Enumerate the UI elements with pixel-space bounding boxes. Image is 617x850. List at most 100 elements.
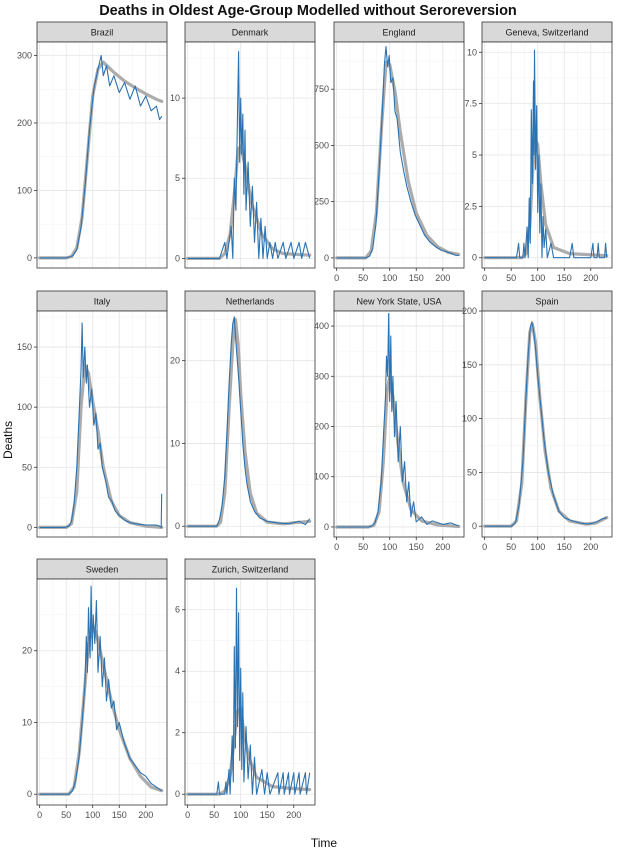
x-tick-label: 50 — [506, 542, 516, 552]
x-tick-label: 200 — [583, 542, 598, 552]
x-tick-label: 200 — [286, 810, 301, 820]
panel-5: Italy 0 50 100 150 — [17, 290, 168, 538]
modelled-deaths-line — [186, 317, 312, 528]
y-tick-label: 200 — [314, 422, 329, 432]
x-tick-label: 150 — [409, 273, 424, 283]
y-tick-label: 0 — [175, 253, 180, 263]
observed-deaths-line — [187, 587, 311, 795]
y-tick-label: 200 — [462, 306, 477, 316]
y-tick-label: 20 — [170, 356, 180, 366]
y-tick-label: 100 — [17, 185, 32, 195]
y-tick-label: 6 — [175, 605, 180, 615]
observed-deaths-line — [39, 54, 163, 259]
y-tick-label: 200 — [17, 118, 32, 128]
y-tick-label: 0 — [27, 522, 32, 532]
x-tick-label: 100 — [382, 273, 397, 283]
x-tick-label: 150 — [557, 273, 572, 283]
x-tick-label: 0 — [37, 810, 42, 820]
y-tick-label: 0 — [175, 789, 180, 799]
facet-label: Brazil — [91, 28, 114, 38]
panel-background — [334, 311, 464, 537]
panel-6: Netherlands 0 10 20 — [170, 290, 316, 538]
y-tick-label: 0 — [324, 253, 329, 263]
x-tick-label: 150 — [557, 542, 572, 552]
y-tick-label: 100 — [17, 402, 32, 412]
x-tick-label: 200 — [435, 542, 450, 552]
y-tick-label: 50 — [22, 462, 32, 472]
panel-background — [37, 311, 167, 537]
panel-background — [37, 42, 167, 268]
facet-panels: Brazil0100200300Denmark0510England025050… — [17, 21, 613, 820]
modelled-deaths-line — [335, 60, 461, 260]
panel-background — [482, 311, 612, 537]
y-tick-label: 150 — [17, 342, 32, 352]
observed-deaths-line — [484, 321, 607, 527]
facet-label: New York State, USA — [356, 297, 441, 307]
facet-label: Denmark — [232, 28, 269, 38]
y-tick-label: 5 — [175, 173, 180, 183]
panel-border — [36, 41, 168, 269]
x-tick-label: 50 — [358, 542, 368, 552]
y-tick-label: 300 — [17, 50, 32, 60]
y-tick-label: 0 — [27, 789, 32, 799]
x-tick-label: 0 — [334, 542, 339, 552]
y-tick-label: 5 — [472, 150, 477, 160]
observed-deaths-line — [484, 49, 608, 259]
y-tick-label: 20 — [22, 646, 32, 656]
facet-label: Zurich, Switzerland — [212, 565, 289, 575]
x-tick-label: 50 — [506, 273, 516, 283]
observed-deaths-line — [39, 585, 163, 795]
facet-label: Italy — [94, 297, 111, 307]
panel-border — [333, 41, 465, 269]
y-tick-label: 10 — [170, 438, 180, 448]
y-tick-label: 500 — [314, 140, 329, 150]
x-tick-label: 0 — [482, 273, 487, 283]
y-tick-label: 10 — [22, 717, 32, 727]
x-tick-label: 50 — [61, 810, 71, 820]
y-tick-label: 750 — [314, 84, 329, 94]
panel-border — [184, 41, 316, 269]
y-tick-label: 2.5 — [464, 201, 477, 211]
y-tick-label: 100 — [462, 414, 477, 424]
panel-border — [36, 310, 168, 538]
y-tick-label: 0 — [27, 253, 32, 263]
panel-border — [333, 310, 465, 538]
x-tick-label: 200 — [138, 810, 153, 820]
panel-border — [36, 578, 168, 806]
y-tick-label: 4 — [175, 666, 180, 676]
x-tick-label: 200 — [435, 273, 450, 283]
modelled-deaths-line — [186, 144, 312, 260]
x-tick-label: 100 — [530, 273, 545, 283]
observed-deaths-line — [336, 312, 459, 528]
y-tick-label: 400 — [314, 321, 329, 331]
x-tick-label: 150 — [112, 810, 127, 820]
facet-label: Spain — [535, 297, 558, 307]
x-tick-label: 0 — [185, 810, 190, 820]
observed-deaths-line — [336, 45, 459, 259]
panel-border — [481, 310, 613, 538]
panel-8: Spain 0 50 100 150 200 0 50 100 150 200 — [462, 290, 613, 552]
y-tick-label: 300 — [314, 371, 329, 381]
panel-background — [185, 579, 315, 805]
facet-label: Geneva, Switzerland — [505, 28, 588, 38]
y-tick-label: 150 — [462, 360, 477, 370]
y-tick-label: 0 — [472, 253, 477, 263]
facet-label: England — [382, 28, 415, 38]
panel-2: Denmark 0 5 10 — [170, 21, 316, 269]
panel-border — [184, 578, 316, 806]
panel-border — [481, 41, 613, 269]
x-tick-label: 50 — [358, 273, 368, 283]
y-axis-title: Deaths — [1, 421, 15, 459]
panel-3: England 0 250 500 750 0 50 100 150 200 — [314, 21, 465, 283]
y-tick-label: 10 — [170, 93, 180, 103]
x-tick-label: 100 — [233, 810, 248, 820]
y-tick-label: 10 — [467, 47, 477, 57]
x-tick-label: 0 — [334, 273, 339, 283]
observed-deaths-line — [39, 322, 163, 528]
x-tick-label: 50 — [209, 810, 219, 820]
panel-7: New York State, USA 0 100 200 300 400 0 50 100 15… — [314, 290, 465, 552]
panel-border — [184, 310, 316, 538]
x-tick-label: 150 — [260, 810, 275, 820]
